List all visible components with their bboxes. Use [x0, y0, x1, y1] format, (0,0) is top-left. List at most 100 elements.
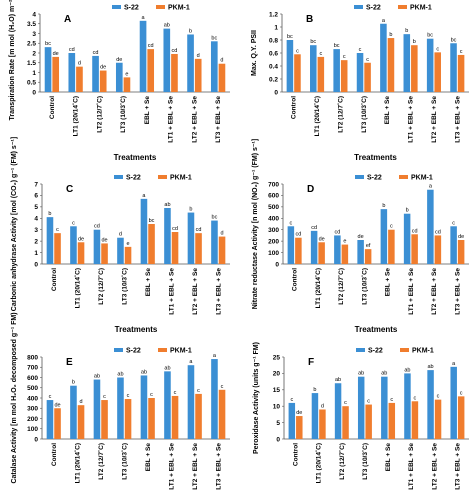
significance-label: cd — [196, 227, 202, 233]
x-tick-label: LT1 + EBL + Se — [408, 443, 415, 490]
bar-s-22 — [115, 62, 123, 92]
legend-swatch — [112, 5, 121, 9]
significance-label: b — [189, 28, 192, 34]
significance-label: de — [458, 234, 464, 240]
bar-s-22 — [93, 229, 101, 264]
bar-s-22 — [93, 379, 101, 439]
x-axis-title: Treatments — [355, 325, 398, 334]
legend-swatch — [158, 175, 167, 179]
significance-label: c — [72, 220, 75, 226]
y-axis-title: Transpiration Rate [m mol (H₂O) m⁻² s⁻¹] — [9, 0, 16, 120]
y-tick-label: 0 — [34, 436, 38, 443]
legend-swatch — [158, 348, 167, 352]
x-tick-label: LT2 (12/7˚C) — [337, 268, 345, 305]
significance-label: d — [80, 399, 83, 405]
significance-label: cd — [412, 228, 418, 234]
x-tick-label: LT1 (20/14˚C) — [313, 96, 321, 136]
bar-pkm-1 — [101, 400, 108, 439]
y-tick-label: 500 — [27, 385, 38, 392]
x-tick-label: LT3 (10/3˚C) — [120, 268, 128, 305]
significance-label: cd — [435, 229, 441, 235]
y-tick-label: 4 — [32, 11, 36, 18]
significance-label: b — [389, 32, 392, 38]
significance-label: a — [452, 361, 456, 367]
y-tick-label: 5 — [34, 204, 38, 211]
bar-pkm-1 — [457, 396, 465, 439]
significance-label: ab — [164, 202, 170, 208]
bar-s-22 — [140, 198, 148, 264]
significance-label: de — [100, 65, 106, 71]
x-tick-label: LT1 (20/14˚C) — [72, 96, 80, 136]
significance-label: c — [460, 390, 463, 396]
y-tick-label: 15 — [273, 387, 281, 394]
significance-label: e — [127, 241, 130, 247]
bar-pkm-1 — [295, 237, 302, 264]
significance-label: bc — [310, 39, 316, 45]
bar-pkm-1 — [364, 249, 372, 264]
y-tick-label: 0.2 — [269, 76, 278, 83]
y-tick-label: 10 — [273, 404, 281, 411]
bar-pkm-1 — [194, 58, 202, 92]
bar-s-22 — [163, 28, 171, 92]
significance-label: d — [78, 61, 81, 67]
y-tick-label: 2 — [34, 238, 38, 245]
y-tick-label: 6 — [34, 193, 38, 200]
bar-s-22 — [310, 45, 317, 92]
significance-label: bc — [334, 43, 340, 49]
x-tick-label: LT2 + EBL + Se — [192, 268, 199, 315]
legend-label-pkm-1: PKM-1 — [410, 5, 432, 12]
bar-pkm-1 — [318, 242, 325, 264]
significance-label: de — [54, 402, 60, 408]
x-tick-label: LT3 + EBL + Se — [215, 96, 222, 143]
significance-label: a — [142, 193, 146, 199]
bar-pkm-1 — [52, 56, 60, 92]
x-tick-label: LT3 + EBL + Se — [215, 443, 222, 490]
bar-pkm-1 — [457, 54, 465, 92]
significance-label: d — [321, 403, 324, 409]
significance-label: de — [358, 234, 364, 240]
x-tick-label: LT3 (10/3˚C) — [360, 96, 368, 133]
significance-label: cd — [334, 229, 340, 235]
significance-label: c — [127, 393, 130, 399]
bar-pkm-1 — [171, 232, 179, 264]
significance-label: a — [382, 18, 386, 24]
significance-label: de — [101, 237, 107, 243]
y-tick-label: 20 — [273, 371, 281, 378]
significance-label: c — [289, 220, 292, 226]
y-tick-label: 0.8 — [269, 37, 278, 44]
bar-s-22 — [187, 365, 195, 439]
x-tick-label: LT1 (20/14˚C) — [73, 268, 81, 308]
bar-pkm-1 — [365, 404, 372, 439]
x-tick-label: EBL + Se — [385, 443, 392, 472]
significance-label: ab — [141, 369, 147, 375]
x-tick-label: Control — [293, 443, 300, 466]
bar-s-22 — [288, 402, 296, 439]
significance-label: bc — [149, 218, 155, 224]
x-tick-label: Control — [51, 268, 58, 291]
y-tick-label: 300 — [27, 406, 38, 413]
bar-s-22 — [140, 375, 148, 439]
significance-label: de — [319, 236, 325, 242]
significance-label: c — [437, 394, 440, 400]
y-tick-label: 4 — [34, 216, 38, 223]
x-tick-label: LT1 + EBL + Se — [168, 96, 175, 143]
significance-label: c — [174, 390, 177, 396]
significance-label: b — [406, 208, 409, 214]
significance-label: ab — [117, 372, 123, 378]
panel-letter: A — [64, 14, 71, 25]
x-tick-label: LT1 (20/14˚C) — [314, 268, 322, 308]
legend-label-s-22: S-22 — [368, 348, 383, 355]
bar-pkm-1 — [411, 401, 419, 439]
significance-label: ab — [428, 364, 434, 370]
panel-letter: C — [66, 184, 73, 195]
significance-label: c — [49, 394, 52, 400]
bar-s-22 — [187, 34, 194, 92]
significance-label: c — [460, 49, 463, 55]
legend-label-s-22: S-22 — [126, 175, 141, 182]
significance-label: d — [221, 231, 224, 237]
significance-label: bc — [427, 33, 433, 39]
significance-label: a — [142, 15, 146, 21]
x-axis-title: Treatments — [354, 153, 397, 162]
bar-pkm-1 — [434, 235, 442, 264]
